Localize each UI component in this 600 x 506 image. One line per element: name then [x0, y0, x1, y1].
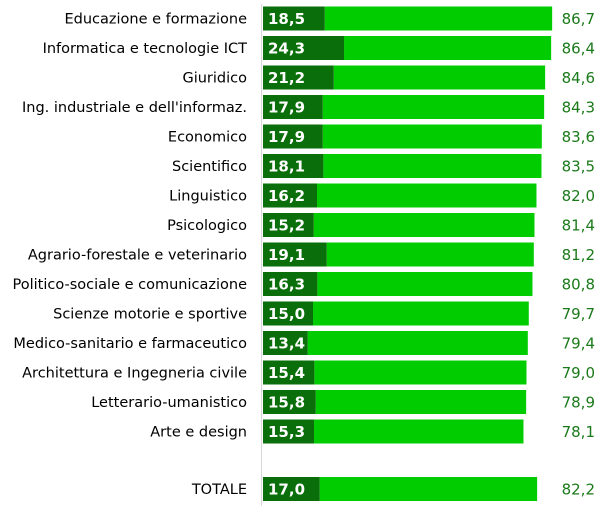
total-value-label: 81,2	[562, 246, 595, 264]
total-value-label: 83,6	[562, 128, 595, 146]
inner-value-label: 17,0	[268, 481, 305, 499]
bar-segment-dark	[263, 242, 327, 267]
bar-segment-light	[307, 331, 528, 355]
inner-value-label: 19,1	[268, 246, 305, 264]
category-label: Scientifico	[172, 159, 247, 175]
category-label: Psicologico	[167, 218, 247, 234]
bar-segment-dark	[263, 183, 318, 208]
bar-segment-light	[319, 477, 538, 501]
category-label: Arte e design	[150, 425, 247, 441]
category-label: Medico-sanitario e farmaceutico	[13, 336, 247, 352]
bar-segment-light	[317, 272, 533, 296]
total-value-label: 79,4	[562, 335, 595, 353]
inner-value-label: 16,3	[268, 276, 305, 294]
total-value-label: 86,7	[562, 10, 595, 28]
inner-value-label: 15,0	[268, 305, 305, 323]
bar-segment-dark	[263, 419, 315, 444]
bar-segment-light	[326, 242, 534, 267]
inner-value-label: 15,8	[268, 394, 305, 412]
bar-segment-dark	[263, 154, 324, 178]
total-value-label: 86,4	[562, 40, 595, 58]
category-label: Informatica e tecnologie ICT	[43, 41, 248, 57]
bar-segment-dark	[263, 213, 314, 237]
category-label: Economico	[168, 130, 247, 146]
category-label: TOTALE	[191, 482, 247, 498]
bar-segment-dark	[263, 36, 345, 60]
category-label: Linguistico	[169, 189, 247, 205]
total-value-label: 80,8	[562, 276, 595, 294]
bar-segment-light	[315, 390, 527, 414]
bar-segment-dark	[263, 65, 334, 90]
category-label: Politico-sociale e comunicazione	[13, 277, 248, 293]
bar-segment-dark	[263, 272, 318, 296]
category-label: Giuridico	[182, 71, 247, 87]
bar-segment-light	[313, 213, 535, 237]
bar-segment-light	[324, 6, 553, 31]
inner-value-label: 15,4	[268, 364, 305, 382]
bar-segment-light	[333, 65, 546, 90]
category-label: Letterario-umanistico	[91, 395, 247, 411]
total-value-label: 84,3	[562, 99, 595, 117]
total-value-label: 82,0	[562, 187, 595, 205]
total-value-label: 79,0	[562, 364, 595, 382]
category-label: Agrario-forestale e veterinario	[28, 248, 247, 264]
category-label: Educazione e formazione	[65, 12, 248, 28]
total-value-label: 83,5	[562, 158, 595, 176]
bar-segment-light	[314, 360, 527, 385]
bar-segment-dark	[263, 360, 315, 385]
bar-segment-dark	[263, 95, 323, 119]
category-label: Architettura e Ingegneria civile	[22, 366, 247, 382]
inner-value-label: 18,5	[268, 10, 305, 28]
bar-segment-dark	[263, 301, 314, 326]
inner-value-label: 21,2	[268, 69, 305, 87]
total-value-label: 84,6	[562, 69, 595, 87]
inner-value-label: 17,9	[268, 128, 305, 146]
bar-segment-light	[322, 124, 542, 149]
inner-value-label: 18,1	[268, 158, 305, 176]
total-value-label: 82,2	[562, 481, 595, 499]
inner-value-label: 16,2	[268, 187, 305, 205]
bar-segment-dark	[263, 477, 320, 501]
bar-segment-light	[323, 154, 542, 178]
inner-value-label: 15,3	[268, 423, 305, 441]
bar-segment-light	[317, 183, 537, 208]
bar-segment-light	[322, 95, 545, 119]
category-label: Ing. industriale e dell'informaz.	[22, 100, 247, 116]
inner-value-label: 15,2	[268, 217, 305, 235]
bar-segment-dark	[263, 124, 323, 149]
bar-segment-light	[314, 419, 524, 444]
inner-value-label: 17,9	[268, 99, 305, 117]
total-value-label: 81,4	[562, 217, 595, 235]
bar-segment-light	[344, 36, 552, 60]
total-value-label: 78,9	[562, 394, 595, 412]
total-value-label: 78,1	[562, 423, 595, 441]
category-label: Scienze motorie e sportive	[53, 307, 247, 323]
inner-value-label: 13,4	[268, 335, 305, 353]
inner-value-label: 24,3	[268, 40, 305, 58]
bar-segment-light	[313, 301, 529, 326]
bar-segment-dark	[263, 6, 325, 31]
bar-segment-dark	[263, 331, 308, 355]
bar-segment-dark	[263, 390, 316, 414]
bar-rows: Educazione e formazione 18,5 86,7 Informati…	[13, 6, 595, 501]
total-value-label: 79,7	[562, 305, 595, 323]
